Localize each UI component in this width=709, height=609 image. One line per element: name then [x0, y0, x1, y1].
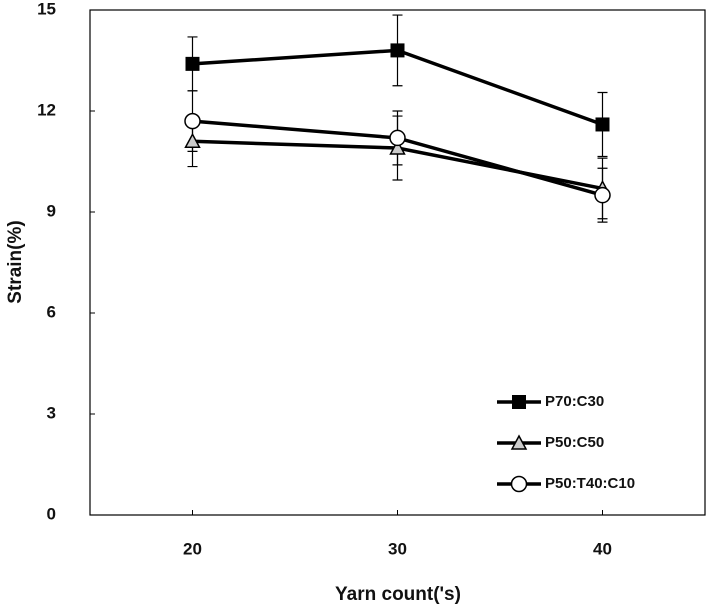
marker [512, 395, 526, 409]
marker [389, 139, 406, 155]
marker [594, 186, 611, 204]
marker [184, 132, 201, 149]
marker [184, 112, 201, 130]
marker [510, 434, 528, 450]
marker [389, 129, 406, 147]
legend-label: P70:C30 [545, 393, 604, 410]
y-tick-label: 15 [37, 0, 56, 18]
marker [595, 117, 610, 132]
y-axis-title: Strain(%) [5, 220, 26, 303]
x-axis-title: Yarn count('s) [335, 584, 461, 605]
legend-label: P50:T40:C10 [545, 475, 635, 492]
marker [510, 475, 528, 493]
y-tick-label: 12 [37, 100, 56, 119]
y-tick-label: 9 [47, 201, 56, 220]
marker [390, 43, 405, 58]
y-tick-label: 3 [47, 403, 56, 422]
x-tick-label: 30 [388, 539, 407, 558]
y-tick-label: 6 [47, 302, 56, 321]
x-tick-label: 40 [593, 539, 612, 558]
marker [185, 56, 200, 71]
x-tick-label: 20 [183, 539, 202, 558]
legend-label: P50:C50 [545, 434, 604, 451]
y-tick-label: 0 [47, 504, 56, 523]
